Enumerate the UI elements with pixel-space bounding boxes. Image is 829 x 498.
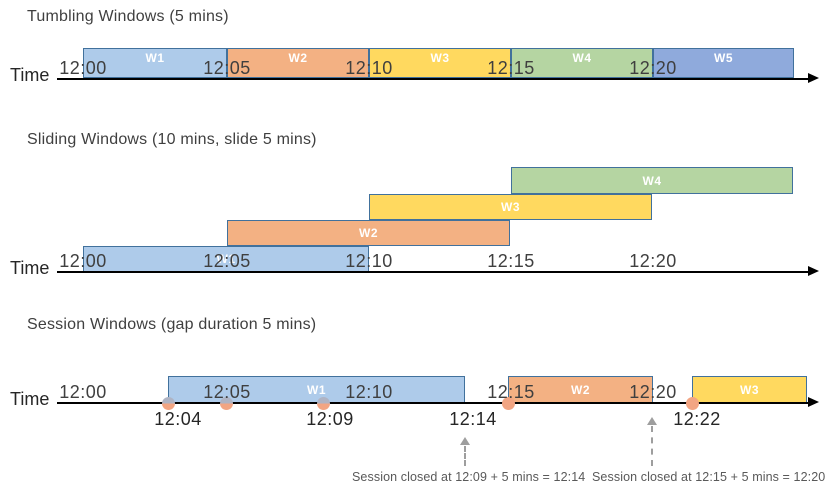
window-box-session-w1: W1: [168, 376, 465, 403]
window-label-sliding-w4: W4: [642, 173, 662, 188]
chart-title-session: Session Windows (gap duration 5 mins): [27, 316, 317, 333]
tick-label-sliding-1: 12:05: [203, 251, 251, 271]
tick-label-tumbling-4: 12:20: [629, 58, 677, 78]
window-box-session-w2: W2: [508, 376, 653, 403]
window-label-tumbling-w5: W5: [714, 51, 733, 65]
window-label-tumbling-w4: W4: [572, 51, 592, 65]
tick-label-session-3: 12:15: [487, 382, 535, 402]
window-label-tumbling-w1: W1: [145, 51, 165, 65]
window-box-session-w3: W3: [692, 376, 807, 403]
event-dot-0: [161, 396, 175, 410]
window-label-tumbling-w2: W2: [288, 51, 308, 65]
chart-title-sliding: Sliding Windows (10 mins, slide 5 mins): [27, 131, 317, 148]
window-box-tumbling-w5: W5: [653, 48, 794, 78]
time-axis-line-sliding: [57, 271, 808, 273]
time-axis-label-session: Time: [10, 389, 50, 409]
extra-time-label-0: 12:14: [449, 409, 497, 429]
event-dot-3: [501, 396, 515, 410]
tick-label-session-1: 12:05: [203, 382, 251, 402]
window-label-tumbling-w3: W3: [430, 51, 450, 65]
session-close-arrow-stem-0: [464, 446, 466, 466]
event-dot-2: [316, 396, 330, 410]
time-axis-line-session: [57, 402, 808, 404]
axis-arrowhead-icon-tumbling: [808, 73, 819, 83]
tick-label-session-0: 12:00: [59, 382, 107, 402]
tick-label-tumbling-0: 12:00: [59, 58, 107, 78]
window-label-session-w2: W2: [571, 382, 590, 397]
tick-label-tumbling-3: 12:15: [487, 58, 535, 78]
session-close-arrow-icon-0: [460, 437, 470, 445]
window-box-sliding-w1: W1: [83, 246, 369, 272]
tick-label-sliding-2: 12:10: [345, 251, 393, 271]
axis-arrowhead-icon-sliding: [808, 266, 819, 276]
window-label-sliding-w3: W3: [501, 200, 520, 214]
window-label-session-w3: W3: [740, 382, 759, 397]
session-close-caption-0: Session closed at 12:09 + 5 mins = 12:14: [352, 470, 586, 484]
chart-title-tumbling: Tumbling Windows (5 mins): [27, 8, 229, 25]
window-box-sliding-w3: W3: [369, 194, 652, 220]
time-axis-line-tumbling: [57, 78, 808, 80]
window-box-sliding-w2: W2: [227, 220, 510, 246]
tick-label-sliding-4: 12:20: [629, 251, 677, 271]
session-close-arrow-stem-1: [651, 426, 653, 466]
window-box-sliding-w4: W4: [511, 167, 793, 194]
session-close-caption-1: Session closed at 12:15 + 5 mins = 12:20: [592, 470, 826, 484]
event-time-label-4: 12:22: [673, 409, 721, 429]
event-dot-4: [685, 396, 699, 410]
time-axis-label-sliding: Time: [10, 258, 50, 278]
tick-label-sliding-0: 12:00: [59, 251, 107, 271]
tick-label-session-4: 12:20: [629, 382, 677, 402]
tick-label-tumbling-2: 12:10: [345, 58, 393, 78]
tick-label-tumbling-1: 12:05: [203, 58, 251, 78]
tick-label-session-2: 12:10: [345, 382, 393, 402]
window-box-tumbling-w4: W4: [511, 48, 653, 78]
window-box-tumbling-w1: W1: [83, 48, 227, 78]
axis-arrowhead-icon-session: [808, 397, 819, 407]
window-label-sliding-w1: W1: [216, 252, 236, 266]
event-time-label-2: 12:09: [306, 409, 354, 429]
event-time-label-0: 12:04: [154, 409, 202, 429]
window-box-tumbling-w2: W2: [227, 48, 369, 78]
session-close-arrow-icon-1: [647, 417, 657, 425]
window-label-session-w1: W1: [307, 382, 326, 397]
time-axis-label-tumbling: Time: [10, 65, 50, 85]
window-box-tumbling-w3: W3: [369, 48, 511, 78]
tick-label-sliding-3: 12:15: [487, 251, 535, 271]
event-dot-1: [219, 396, 233, 410]
window-label-sliding-w2: W2: [359, 226, 378, 240]
